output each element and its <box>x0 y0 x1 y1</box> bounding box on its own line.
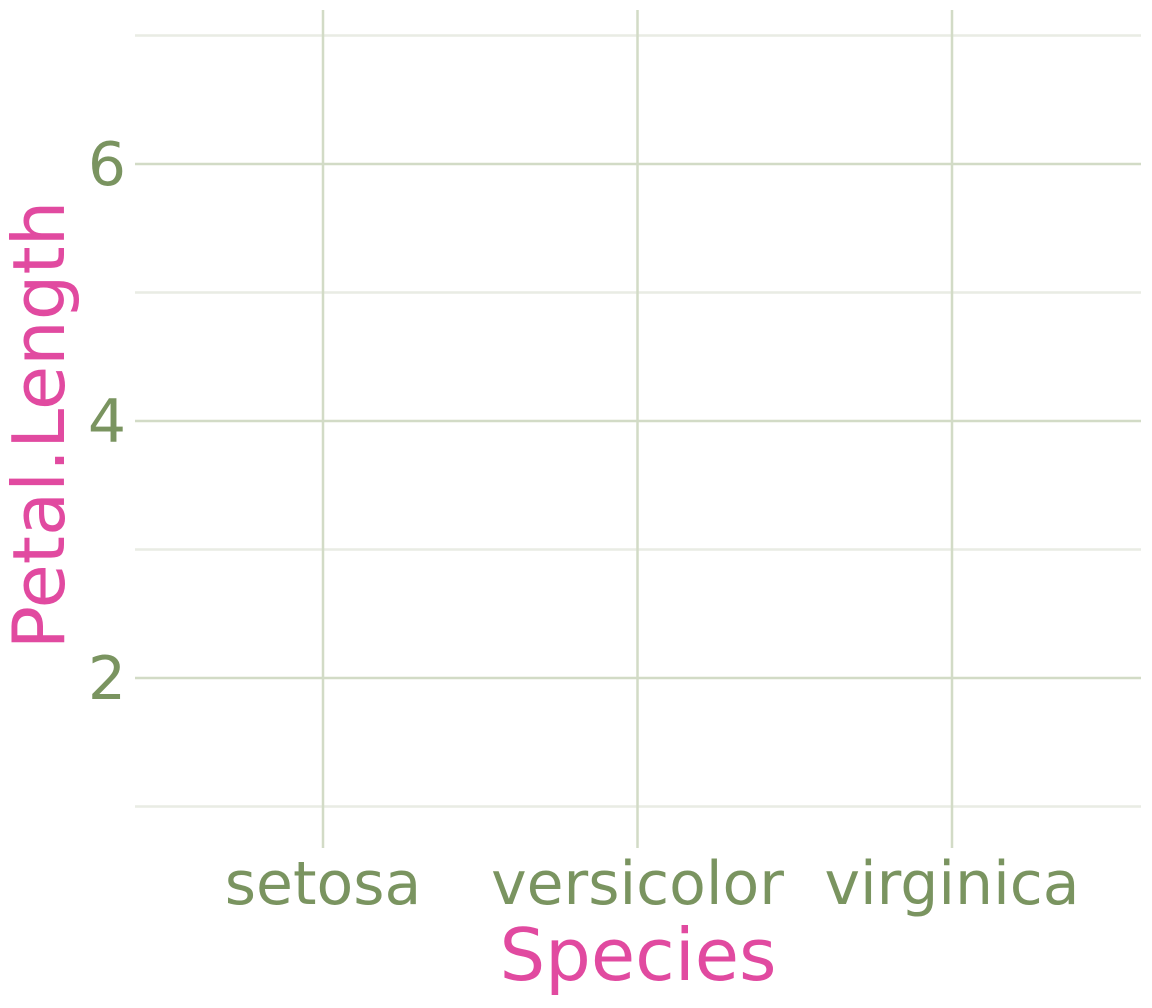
x-tick-label: versicolor <box>491 849 784 919</box>
x-gridlines <box>321 10 954 848</box>
y-tick-label: 4 <box>88 387 126 457</box>
y-tick-labels: 2 4 6 <box>88 130 126 714</box>
y-tick-label: 2 <box>88 644 126 714</box>
y-axis-title: Petal.Length <box>0 201 81 650</box>
x-tick-labels: setosa versicolor virginica <box>225 849 1080 919</box>
y-tick-label: 6 <box>88 130 126 200</box>
x-tick-label: setosa <box>225 849 421 919</box>
x-axis-title: Species <box>499 913 776 997</box>
x-tick-label: virginica <box>825 849 1080 919</box>
